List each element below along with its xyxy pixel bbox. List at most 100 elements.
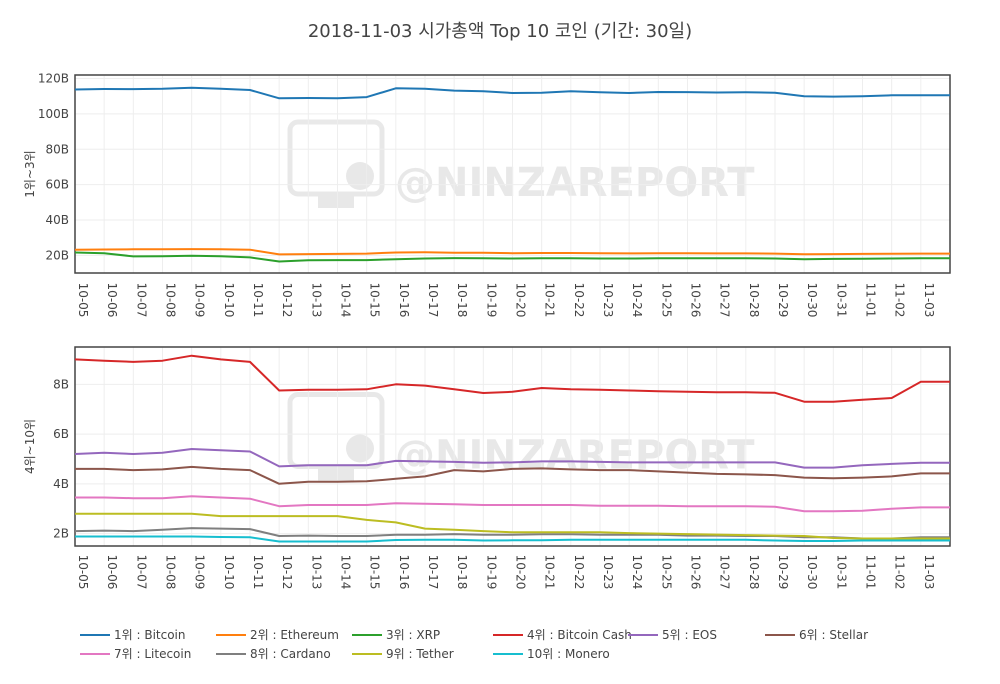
legend-item: 2위 : Ethereum [216, 628, 339, 642]
y-axis-label: 1위~3위 [23, 150, 37, 197]
x-tick-label: 10-06 [105, 283, 119, 318]
x-tick-label: 10-30 [805, 283, 819, 318]
legend-label: 8위 : Cardano [250, 647, 331, 661]
series-line-eos [74, 448, 950, 469]
series-line-xrp [74, 251, 950, 263]
legend-item: 8위 : Cardano [216, 647, 331, 661]
x-tick-label: 10-25 [659, 283, 673, 318]
x-tick-label: 10-27 [718, 283, 732, 318]
legend-label: 7위 : Litecoin [114, 647, 191, 661]
y-tick-label: 80B [45, 142, 69, 156]
x-tick-label: 10-26 [689, 555, 703, 590]
x-tick-label: 11-01 [864, 283, 878, 318]
x-tick-label: 10-14 [339, 555, 353, 590]
x-tick-label: 10-18 [455, 555, 469, 590]
legend-label: 4위 : Bitcoin Cash [527, 628, 632, 642]
watermark-text: @NINZAREPORT [395, 160, 755, 206]
watermark-monitor-icon [287, 119, 385, 197]
y-tick-label: 2B [53, 527, 69, 541]
series-line-cardano [74, 527, 950, 540]
legend-label: 2위 : Ethereum [250, 628, 339, 642]
x-tick-label: 10-22 [572, 555, 586, 590]
x-tick-label: 10-26 [689, 283, 703, 318]
x-tick-label: 10-12 [280, 283, 294, 318]
x-tick-label: 11-02 [893, 555, 907, 590]
x-tick-label: 10-23 [601, 283, 615, 318]
y-tick-label: 20B [45, 248, 69, 262]
legend: 1위 : Bitcoin 2위 : Ethereum 3위 : XRP 4위 : Bi… [80, 628, 868, 661]
x-tick-label: 10-25 [659, 555, 673, 590]
panel-2: @NINZAREPORT 2B 4B 6B 8B 10-05 10-06 10-07 10-08… [23, 346, 951, 590]
legend-item: 7위 : Litecoin [80, 647, 191, 661]
x-tick-label: 10-29 [776, 555, 790, 590]
panel-1: @NINZAREPORT 20B 40B 60B 80B 100B 120B 10-05 10-… [23, 72, 951, 318]
x-tick-label: 10-11 [251, 555, 265, 590]
legend-label: 10위 : Monero [527, 647, 610, 661]
x-tick-label: 10-06 [105, 555, 119, 590]
x-tick-label: 10-21 [543, 283, 557, 318]
x-tick-label: 10-13 [309, 555, 323, 590]
x-tick-label: 10-10 [222, 283, 236, 318]
legend-item: 10위 : Monero [493, 647, 610, 661]
x-tick-label: 10-23 [601, 555, 615, 590]
x-tick-label: 10-19 [484, 555, 498, 590]
x-tick-label: 10-08 [164, 283, 178, 318]
x-tick-label: 10-15 [368, 283, 382, 318]
x-tick-label: 10-07 [134, 555, 148, 590]
x-tick-label: 10-24 [630, 555, 644, 590]
legend-item: 6위 : Stellar [765, 628, 868, 642]
x-tick-label: 10-11 [251, 283, 265, 318]
x-tick-label: 10-22 [572, 283, 586, 318]
series-line-tether [75, 512, 950, 540]
legend-label: 1위 : Bitcoin [114, 628, 186, 642]
watermark-monitor-icon [287, 392, 385, 469]
series-line-monero [75, 535, 950, 543]
y-tick-label: 120B [38, 72, 69, 86]
legend-item: 9위 : Tether [352, 647, 454, 661]
series-line-ethereum [74, 248, 950, 256]
watermark-pie-icon [346, 162, 374, 190]
x-tick-label: 10-31 [834, 283, 848, 318]
y-tick-label: 60B [45, 178, 69, 192]
legend-item: 1위 : Bitcoin [80, 628, 186, 642]
x-tick-label: 10-15 [368, 555, 382, 590]
y-tick-label: 4B [53, 477, 69, 491]
x-tick-label: 10-19 [484, 283, 498, 318]
x-tick-label: 10-12 [280, 555, 294, 590]
x-tick-label: 10-16 [397, 283, 411, 318]
plot-frame [74, 346, 951, 547]
x-tick-label: 10-09 [193, 283, 207, 318]
x-tick-label: 10-16 [397, 555, 411, 590]
x-tick-label: 10-20 [514, 283, 528, 318]
x-tick-label: 10-05 [76, 555, 90, 590]
y-tick-label: 8B [53, 377, 69, 391]
x-tick-label: 10-24 [630, 283, 644, 318]
legend-label: 3위 : XRP [386, 628, 440, 642]
legend-label: 6위 : Stellar [799, 628, 868, 642]
x-tick-label: 10-28 [747, 283, 761, 318]
chart-title: 2018-11-03 시가총액 Top 10 코인 (기간: 30일) [308, 21, 692, 42]
x-tick-label: 11-02 [893, 283, 907, 318]
x-tick-label: 10-07 [134, 283, 148, 318]
y-tick-label: 100B [38, 107, 69, 121]
x-tick-label: 10-08 [164, 555, 178, 590]
y-tick-label: 6B [53, 427, 69, 441]
plot-frame [74, 74, 951, 274]
watermark-stand-icon [318, 466, 354, 481]
x-tick-label: 11-03 [922, 283, 936, 318]
x-tick-label: 10-30 [805, 555, 819, 590]
x-tick-label: 10-10 [222, 555, 236, 590]
watermark-stand-icon [318, 194, 354, 208]
legend-item: 3위 : XRP [352, 628, 440, 642]
watermark-logo: @NINZAREPORT [287, 392, 755, 481]
x-tick-label: 10-21 [543, 555, 557, 590]
x-tick-label: 10-28 [747, 555, 761, 590]
x-tick-label: 10-17 [426, 283, 440, 318]
watermark-pie-icon [346, 434, 374, 463]
series-line-bitcoin [74, 86, 950, 100]
watermark-logo: @NINZAREPORT [287, 119, 755, 208]
series-line-bitcoin-cash [74, 354, 950, 403]
x-tick-label: 10-29 [776, 283, 790, 318]
legend-label: 5위 : EOS [662, 628, 717, 642]
